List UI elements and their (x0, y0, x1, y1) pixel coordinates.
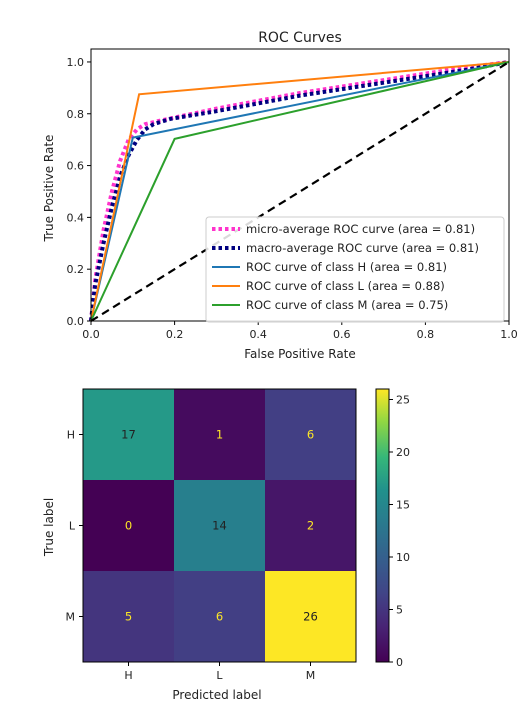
roc-ytick-label: 0.6 (67, 160, 85, 173)
cm-cell-m-m (265, 571, 356, 662)
legend-label-micro-average-roc-curve: micro-average ROC curve (area = 0.81) (246, 222, 475, 236)
cm-cell-m-l (174, 571, 265, 662)
colorbar-tick-label: 10 (396, 551, 410, 564)
roc-chance-line (90, 61, 510, 322)
roc-ytick-label: 0.4 (67, 211, 85, 224)
cm-cell-value: 14 (212, 519, 227, 533)
cm-xtick-label: L (216, 669, 223, 682)
roc-series-roc-curve-of-class-l (90, 61, 510, 322)
legend-label-roc-curve-of-class-h: ROC curve of class H (area = 0.81) (246, 260, 447, 274)
cm-cell-value: 2 (307, 519, 314, 533)
roc-xtick-label: 0.6 (333, 328, 351, 341)
roc-chart: ROC Curves False Positive Rate True Posi… (42, 30, 518, 361)
roc-ylabel: True Positive Rate (42, 135, 56, 243)
cm-xtick-label: H (124, 669, 132, 682)
colorbar-tick-label: 25 (396, 394, 410, 407)
roc-legend-box (205, 216, 505, 323)
cm-cell-l-h (83, 480, 174, 571)
cm-ytick-label: L (69, 520, 76, 533)
roc-legend: micro-average ROC curve (area = 0.81) mac… (205, 216, 505, 323)
roc-xtick-label: 1.0 (500, 328, 518, 341)
cm-cell-value: 26 (303, 610, 318, 624)
roc-xlabel: False Positive Rate (244, 347, 356, 361)
cm-ytick-label: H (67, 429, 75, 442)
cm-cell-value: 17 (121, 428, 136, 442)
cm-cell-l-m (265, 480, 356, 571)
roc-xtick-label: 0.8 (417, 328, 435, 341)
legend-label-macro-average-roc-curve: macro-average ROC curve (area = 0.81) (246, 241, 479, 255)
colorbar: 0 5 10 15 20 25 (375, 388, 410, 669)
cm-cell-value: 6 (216, 610, 223, 624)
colorbar-tick-label: 5 (396, 604, 403, 617)
roc-series-macro-average-roc-curve (89, 60, 510, 322)
roc-series-micro-average-roc-curve (89, 60, 510, 322)
cm-cell-value: 6 (307, 428, 314, 442)
roc-ytick-label: 0.8 (67, 108, 85, 121)
cm-ytick-label: M (66, 611, 76, 624)
roc-xtick-label: 0.0 (82, 328, 100, 341)
colorbar-gradient (375, 388, 390, 663)
cm-cell-l-l (174, 480, 265, 571)
legend-label-roc-curve-of-class-m: ROC curve of class M (area = 0.75) (246, 298, 448, 312)
legend-label-roc-curve-of-class-l: ROC curve of class L (area = 0.88) (246, 279, 445, 293)
cm-xtick-label: M (306, 669, 316, 682)
roc-ytick-label: 0.2 (67, 263, 85, 276)
cm-cell-m-h (83, 571, 174, 662)
cm-cell-value: 5 (125, 610, 132, 624)
cm-cell-value: 0 (125, 519, 132, 533)
cm-cell-value: 1 (216, 428, 223, 442)
cm-cell-h-l (174, 389, 265, 480)
roc-series-roc-curve-of-class-m (90, 61, 510, 322)
roc-title: ROC Curves (258, 30, 342, 46)
colorbar-tick-label: 0 (396, 656, 403, 669)
roc-ytick-label: 0.0 (67, 315, 85, 328)
colorbar-tick-label: 20 (396, 446, 410, 459)
cm-cell-h-m (265, 389, 356, 480)
cm-xlabel: Predicted label (172, 688, 261, 702)
colorbar-tick-label: 15 (396, 499, 410, 512)
cm-cell-h-h (83, 389, 174, 480)
roc-ytick-label: 1.0 (67, 56, 85, 69)
roc-xtick-label: 0.4 (249, 328, 267, 341)
roc-xtick-label: 0.2 (166, 328, 184, 341)
cm-ylabel: True label (42, 498, 56, 557)
